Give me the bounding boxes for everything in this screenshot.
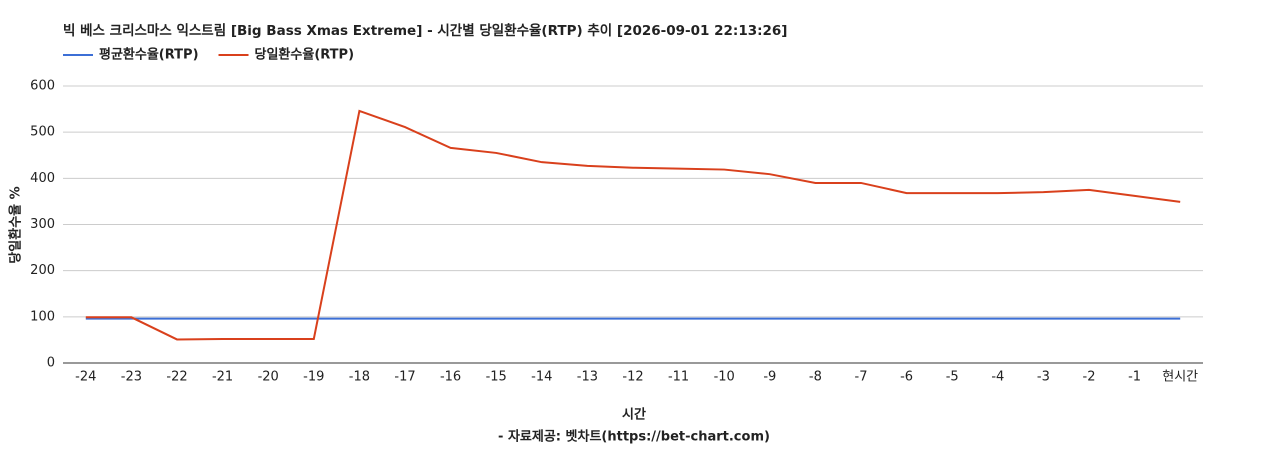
x-tick-label: -19 <box>303 370 324 385</box>
source-note: - 자료제공: 벳차트(https://bet-chart.com) <box>498 429 770 445</box>
x-tick-label: -6 <box>900 370 913 385</box>
x-tick-label: -1 <box>1128 370 1141 385</box>
y-tick-label: 500 <box>30 125 55 140</box>
y-tick-label: 600 <box>30 79 55 94</box>
x-tick-label: -21 <box>212 370 233 385</box>
x-tick-label: -24 <box>75 370 96 385</box>
x-tick-label: -2 <box>1083 370 1096 385</box>
x-tick-label: -13 <box>577 370 598 385</box>
y-tick-label: 100 <box>30 309 55 324</box>
x-tick-label: -15 <box>486 370 507 385</box>
x-tick-label: -22 <box>166 370 187 385</box>
x-tick-label: -16 <box>440 370 461 385</box>
x-tick-label: -9 <box>763 370 776 385</box>
x-tick-label: -12 <box>622 370 643 385</box>
y-tick-label: 200 <box>30 263 55 278</box>
x-tick-label: -8 <box>809 370 822 385</box>
x-tick-label: -7 <box>855 370 868 385</box>
x-tick-label: -5 <box>946 370 959 385</box>
legend-label: 당일환수율(RTP) <box>255 47 355 63</box>
x-axis-title: 시간 <box>622 407 646 423</box>
x-tick-label: -23 <box>121 370 142 385</box>
y-tick-label: 0 <box>47 356 55 371</box>
x-tick-label: -18 <box>349 370 370 385</box>
x-tick-label: -3 <box>1037 370 1050 385</box>
x-tick-label: -20 <box>258 370 279 385</box>
y-axis-title: 당일환수율 % <box>8 186 24 263</box>
x-tick-label: 현시간 <box>1162 370 1198 385</box>
y-tick-label: 300 <box>30 217 55 232</box>
x-tick-label: -4 <box>991 370 1004 385</box>
chart-title: 빅 베스 크리스마스 익스트림 [Big Bass Xmas Extreme] … <box>63 22 787 39</box>
x-tick-label: -14 <box>531 370 552 385</box>
x-tick-label: -11 <box>668 370 689 385</box>
y-tick-label: 400 <box>30 171 55 186</box>
series-line <box>85 109 1181 341</box>
x-tick-label: -10 <box>714 370 735 385</box>
x-tick-label: -17 <box>394 370 415 385</box>
legend-label: 평균환수율(RTP) <box>99 47 199 63</box>
